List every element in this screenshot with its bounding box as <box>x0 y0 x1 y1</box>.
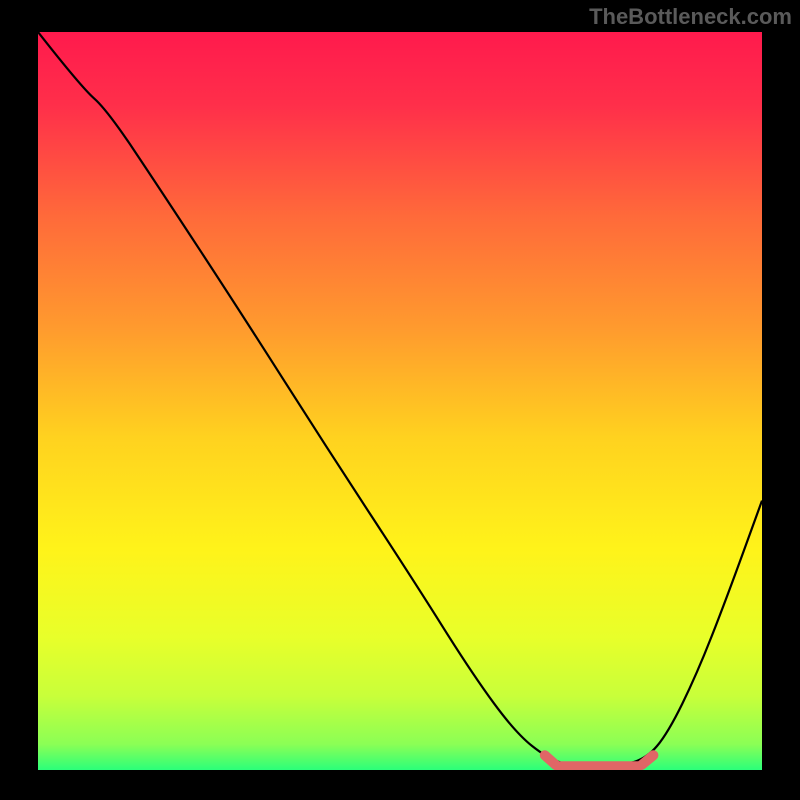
attribution-text: TheBottleneck.com <box>589 4 792 30</box>
curve-layer <box>38 32 762 770</box>
plot-area <box>38 32 762 770</box>
chart-container: TheBottleneck.com <box>0 0 800 800</box>
bottleneck-curve <box>38 32 762 766</box>
